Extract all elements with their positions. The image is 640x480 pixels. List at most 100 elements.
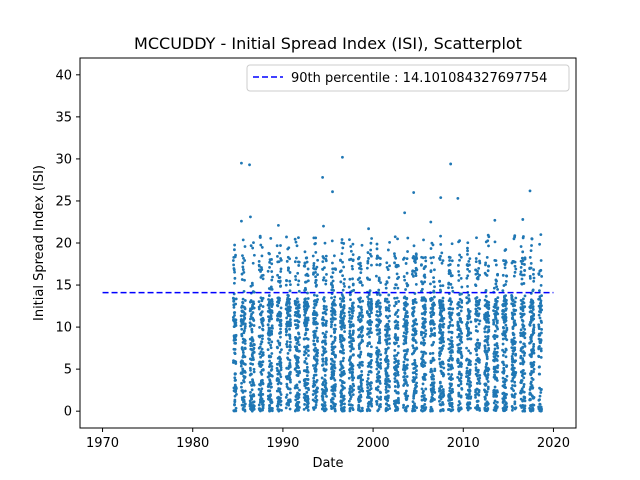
data-point: [285, 329, 289, 333]
data-point: [379, 358, 383, 361]
data-point: [487, 303, 491, 307]
data-point: [393, 261, 396, 265]
data-point: [324, 254, 328, 258]
data-point: [457, 403, 460, 407]
data-point: [351, 378, 354, 382]
data-point: [529, 261, 533, 265]
data-point: [503, 396, 507, 400]
data-point: [341, 320, 345, 323]
data-point: [266, 323, 270, 327]
data-point: [475, 304, 478, 307]
data-point: [325, 272, 328, 276]
data-point: [502, 391, 506, 395]
data-point: [537, 407, 541, 411]
data-point: [485, 393, 488, 396]
data-point: [467, 349, 471, 353]
data-point: [494, 357, 498, 361]
data-point: [537, 365, 541, 369]
data-point: [369, 370, 373, 374]
data-point: [320, 318, 324, 321]
data-point: [322, 296, 326, 299]
data-point: [456, 312, 459, 316]
data-point: [304, 386, 308, 390]
data-point: [359, 280, 363, 284]
data-point: [523, 294, 527, 298]
data-point: [412, 346, 415, 350]
data-point: [415, 268, 419, 272]
data-point: [249, 390, 252, 394]
data-point: [429, 247, 433, 250]
data-point: [275, 303, 279, 307]
data-point: [447, 337, 450, 341]
data-point: [414, 255, 418, 259]
data-point: [251, 356, 255, 360]
data-point: [438, 346, 442, 350]
data-point: [306, 297, 310, 300]
data-point: [379, 398, 383, 401]
data-point: [459, 277, 463, 280]
data-point: [249, 368, 252, 372]
data-point: [477, 322, 481, 326]
data-point: [279, 368, 283, 372]
data-point: [386, 268, 390, 271]
data-point: [475, 236, 478, 240]
legend: 90th percentile : 14.101084327697754: [246, 64, 570, 92]
data-point: [324, 368, 328, 372]
data-point: [377, 323, 381, 327]
data-point: [528, 392, 532, 396]
data-point: [442, 393, 445, 396]
data-point: [277, 314, 281, 318]
data-point: [387, 384, 391, 387]
data-point: [252, 367, 256, 371]
data-point: [259, 342, 263, 346]
data-point: [277, 296, 281, 300]
data-point: [269, 236, 273, 240]
data-point: [523, 336, 527, 340]
data-point: [303, 250, 307, 254]
data-point: [347, 376, 351, 380]
data-point: [522, 297, 525, 301]
data-point: [538, 310, 541, 313]
data-point: [275, 244, 279, 248]
data-point: [474, 260, 478, 264]
data-point: [358, 261, 362, 265]
data-point: [306, 316, 310, 320]
data-point: [243, 376, 246, 380]
data-point: [339, 373, 342, 377]
data-point: [323, 266, 326, 270]
x-tick-label: 2000: [357, 436, 390, 451]
data-point: [474, 366, 478, 370]
data-point: [403, 354, 407, 358]
data-point: [393, 235, 397, 239]
data-point: [257, 264, 261, 268]
data-point: [233, 314, 236, 317]
data-point: [312, 311, 315, 315]
data-point: [439, 196, 443, 199]
data-point: [385, 281, 389, 285]
data-point: [484, 240, 488, 244]
data-point: [314, 321, 318, 324]
data-point: [512, 375, 516, 379]
data-point: [315, 313, 319, 317]
data-point: [357, 305, 360, 308]
data-point: [523, 269, 527, 272]
data-point: [411, 324, 415, 328]
data-point: [460, 332, 464, 335]
data-point: [251, 401, 255, 404]
data-point: [466, 370, 470, 374]
data-point: [368, 328, 372, 332]
data-point: [388, 241, 391, 244]
data-point: [341, 310, 344, 314]
data-point: [249, 317, 252, 321]
data-point: [420, 341, 423, 345]
data-point: [332, 392, 336, 396]
data-point: [502, 366, 506, 370]
data-point: [351, 406, 355, 410]
data-point: [433, 268, 436, 272]
data-point: [360, 406, 364, 410]
data-point: [333, 404, 337, 408]
data-point: [513, 300, 517, 304]
data-point: [448, 389, 452, 393]
data-point: [458, 348, 461, 352]
data-point: [267, 304, 271, 307]
